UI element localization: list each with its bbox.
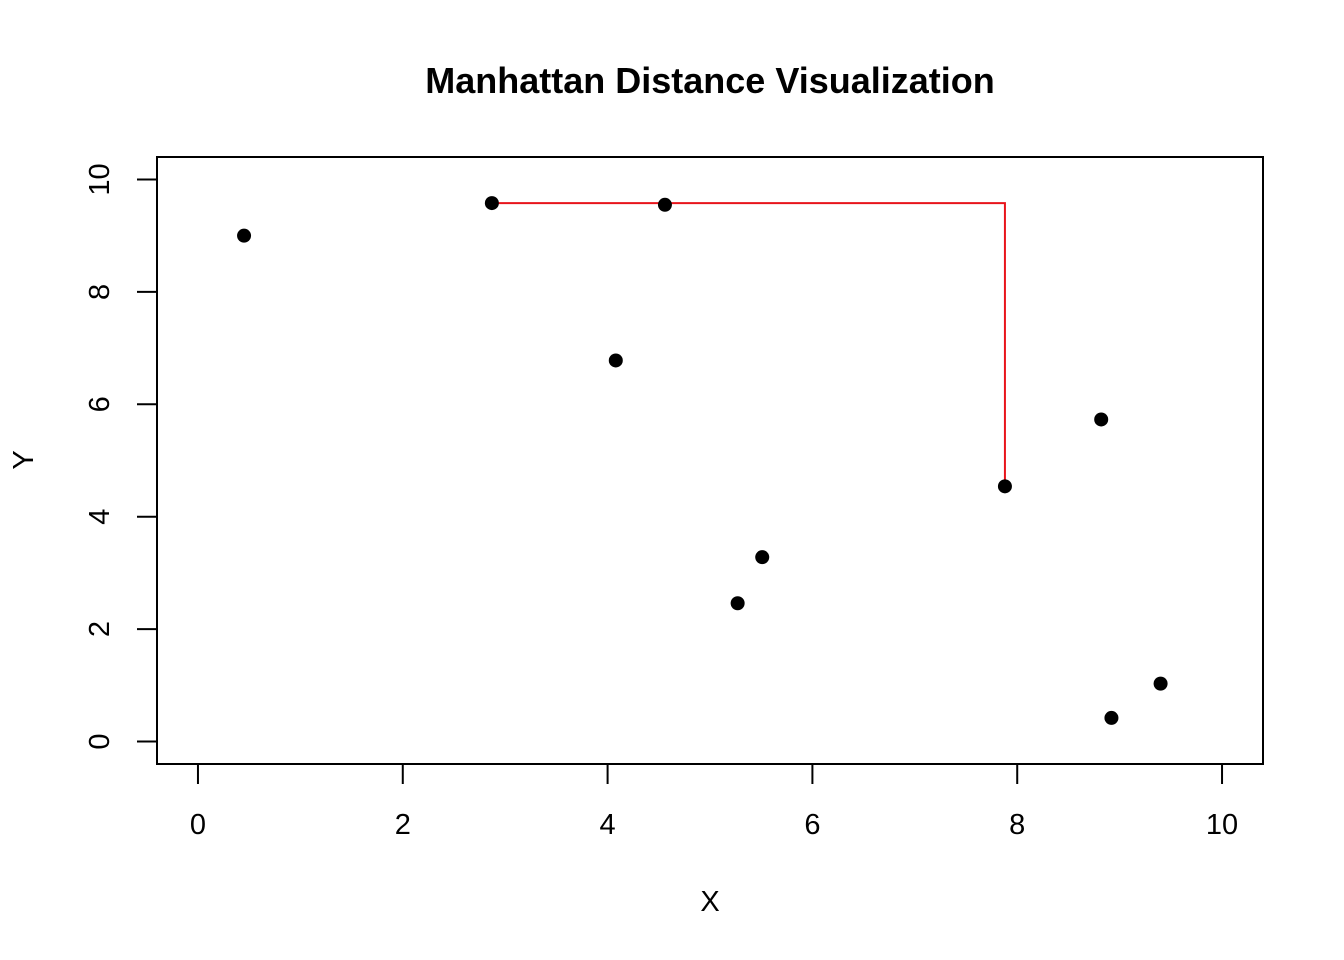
data-point (484, 196, 499, 211)
manhattan-path (491, 202, 1006, 487)
y-tick-label: 6 (84, 396, 116, 412)
x-tick-label: 4 (600, 809, 616, 841)
y-axis: 0 2 4 6 8 10 (84, 163, 158, 750)
data-point (755, 550, 770, 565)
y-tick-label: 10 (84, 163, 116, 195)
x-tick-label: 6 (804, 809, 820, 841)
data-point (608, 353, 623, 368)
data-point (237, 228, 252, 243)
y-tick-label: 0 (84, 733, 116, 749)
manhattan-path-layer (491, 202, 1006, 487)
x-tick-label: 2 (395, 809, 411, 841)
data-point (657, 197, 672, 212)
x-axis-label: X (700, 886, 719, 918)
x-tick-label: 10 (1206, 809, 1238, 841)
data-point (730, 596, 745, 611)
data-point (1104, 710, 1119, 725)
x-tick-label: 8 (1009, 809, 1025, 841)
data-point (1153, 676, 1168, 691)
y-tick-label: 4 (84, 509, 116, 525)
x-tick-label: 0 (190, 809, 206, 841)
y-axis-label: Y (8, 450, 40, 469)
x-axis: 0 2 4 6 8 10 (190, 763, 1238, 841)
y-tick-label: 2 (84, 621, 116, 637)
y-tick-label: 8 (84, 284, 116, 300)
points-layer (237, 196, 1168, 725)
data-point (997, 479, 1012, 494)
plot-frame (156, 156, 1264, 765)
data-point (1094, 412, 1109, 427)
chart-title: Manhattan Distance Visualization (425, 60, 994, 101)
